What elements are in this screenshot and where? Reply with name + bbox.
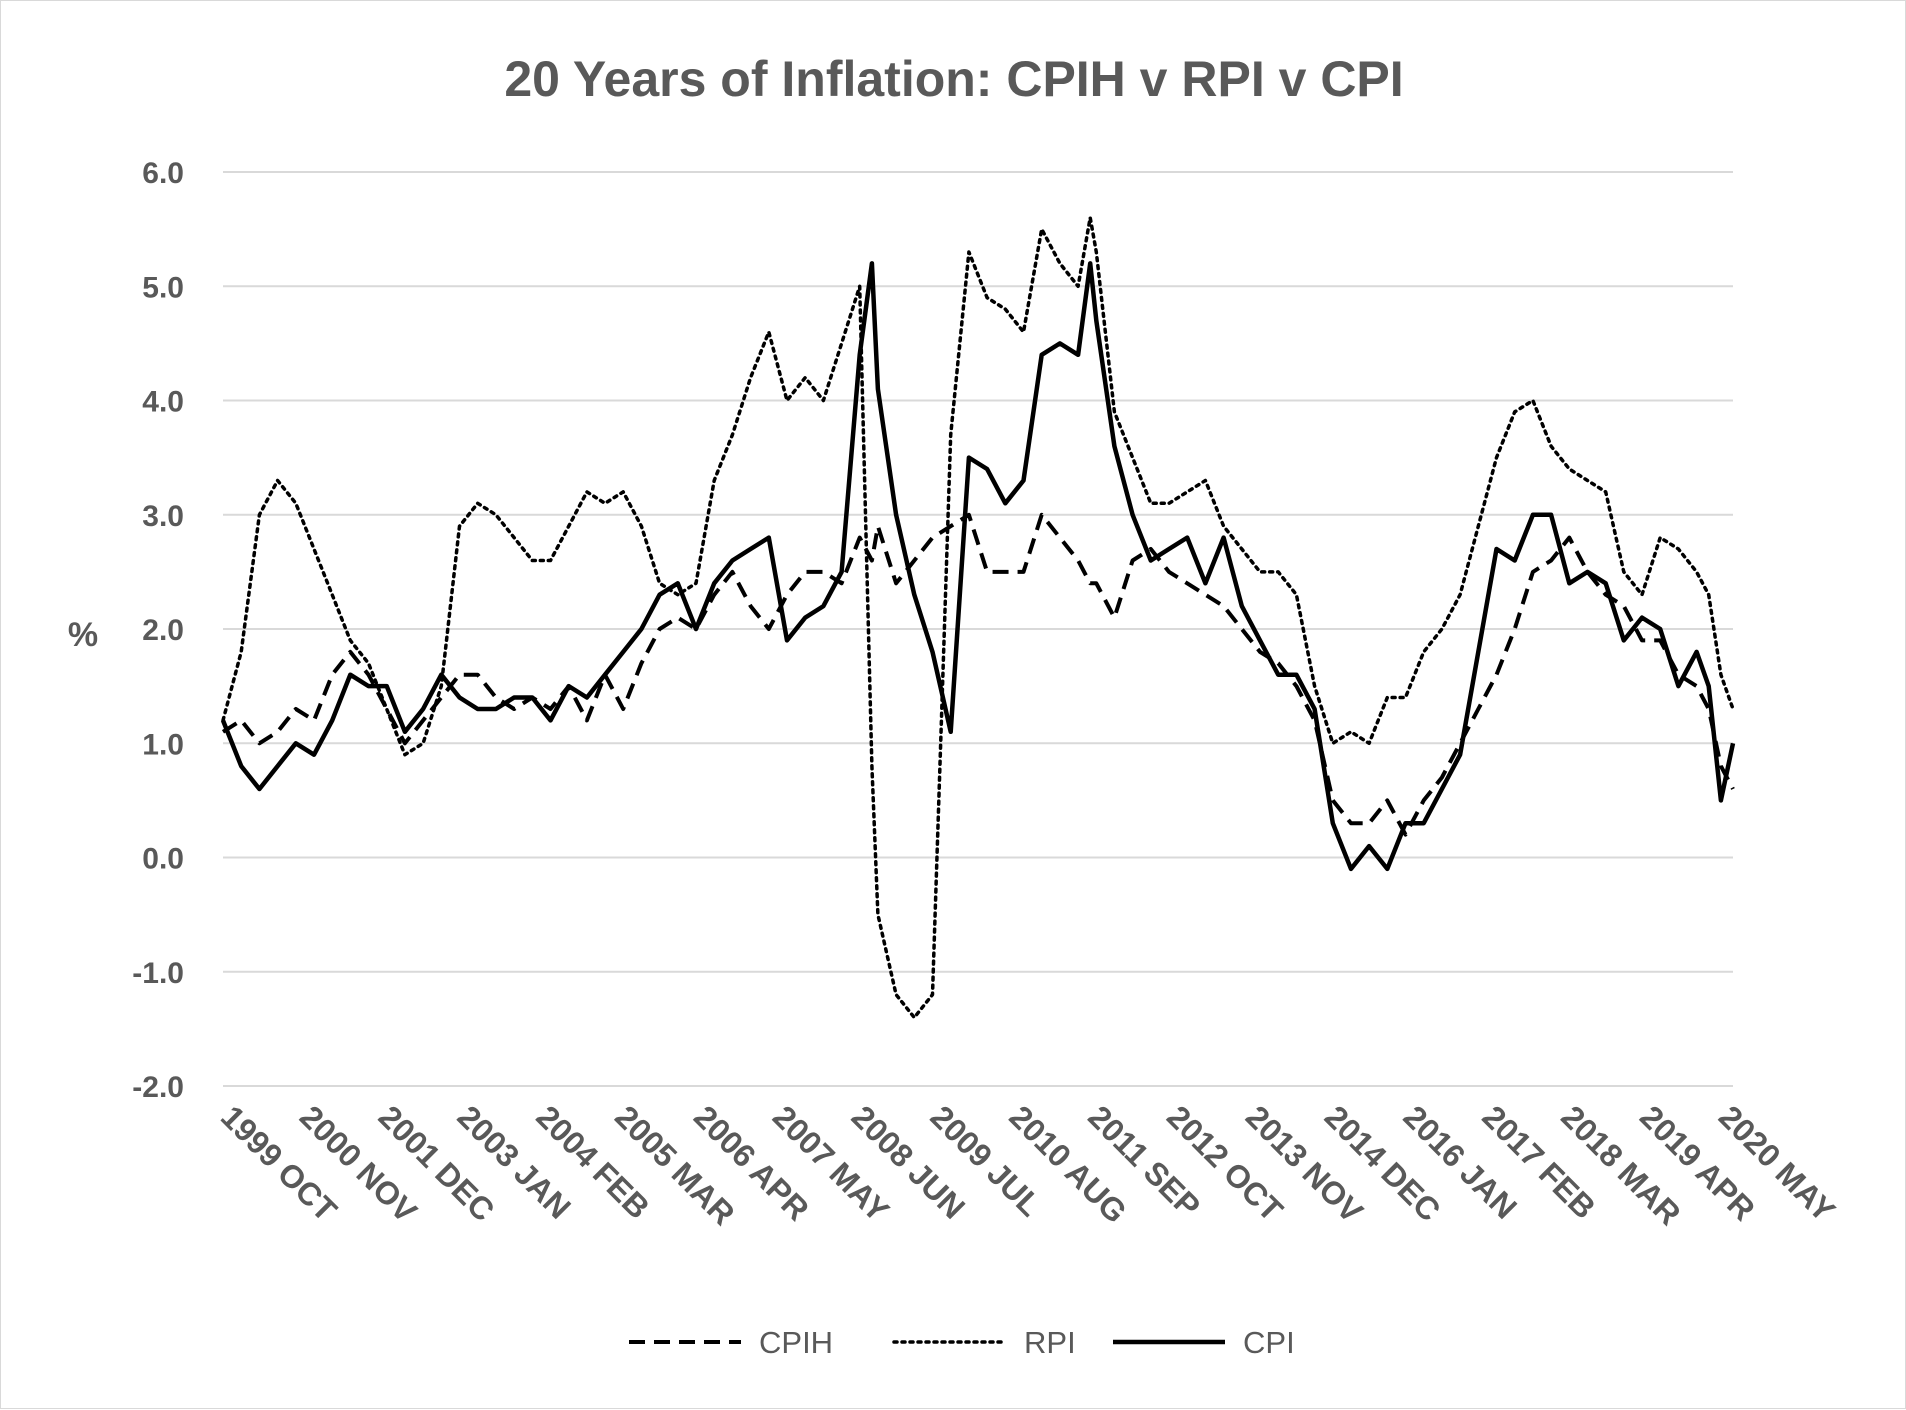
series-line-rpi — [221, 215, 1735, 1020]
y-axis-ticks: 6.0 5.0 4.0 3.0 2.0 1.0 0.0 -1.0 -2.0 — [132, 157, 184, 1104]
y-tick-label: 0.0 — [142, 843, 184, 876]
y-tick-label: -2.0 — [132, 1071, 184, 1104]
y-axis-label: % — [68, 616, 98, 654]
gridlines — [223, 171, 1733, 1087]
series-lines — [220, 215, 1736, 1020]
y-tick-label: 6.0 — [142, 157, 184, 190]
y-tick-label: -1.0 — [132, 957, 184, 990]
y-tick-label: 1.0 — [142, 728, 184, 761]
y-tick-label: 4.0 — [142, 386, 184, 419]
legend-label-cpih: CPIH — [759, 1325, 833, 1360]
y-tick-label: 2.0 — [142, 614, 184, 647]
legend-label-rpi: RPI — [1024, 1325, 1076, 1360]
chart-title: 20 Years of Inflation: CPIH v RPI v CPI — [504, 51, 1403, 107]
series-line-cpih — [221, 512, 1735, 837]
legend-label-cpi: CPI — [1243, 1325, 1295, 1360]
legend: CPIH RPI CPI — [629, 1325, 1295, 1360]
series-line-cpi — [220, 261, 1736, 872]
y-tick-label: 3.0 — [142, 500, 184, 533]
y-tick-label: 5.0 — [142, 271, 184, 304]
